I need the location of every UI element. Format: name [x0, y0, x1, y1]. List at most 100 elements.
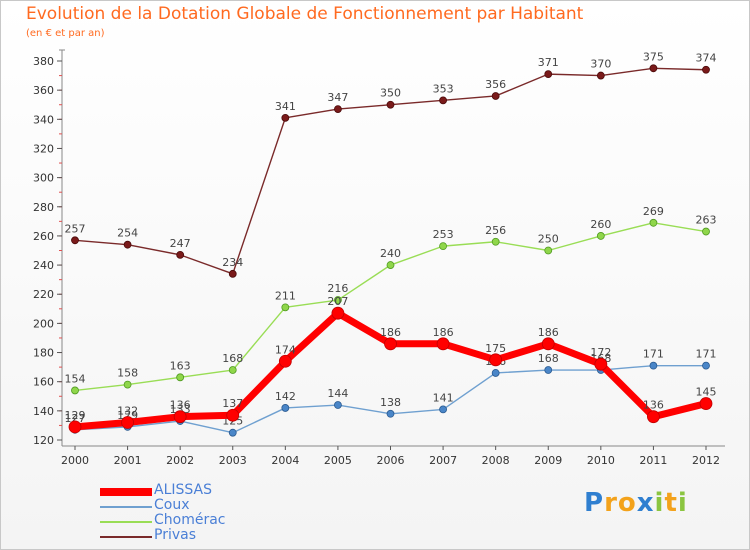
data-label-chomrac: 216: [327, 282, 348, 295]
data-point-alissas: [331, 306, 345, 320]
data-label-chomrac: 154: [65, 372, 86, 385]
data-label-chomrac: 260: [590, 218, 611, 231]
data-point-privas: [491, 92, 500, 100]
data-label-privas: 254: [117, 227, 138, 240]
data-label-alissas: 132: [117, 405, 138, 418]
y-tick-label: 180: [33, 347, 54, 360]
data-label-alissas: 207: [327, 295, 348, 308]
data-label-privas: 350: [380, 87, 401, 100]
x-tick-label: 2012: [692, 454, 720, 467]
data-label-privas: 347: [327, 91, 348, 104]
data-point-privas: [123, 240, 132, 249]
data-point-alissas: [436, 337, 450, 351]
legend-label: Chomérac: [154, 512, 226, 528]
data-label-coux: 171: [643, 348, 664, 361]
data-point-alissas: [594, 357, 608, 371]
y-tick-label: 140: [33, 405, 54, 418]
data-point-privas: [649, 64, 658, 73]
data-point-coux: [649, 361, 658, 370]
data-point-chomrac: [439, 242, 447, 251]
data-label-coux: 168: [538, 352, 559, 365]
data-point-chomrac: [123, 380, 132, 389]
data-label-privas: 371: [538, 56, 559, 69]
data-point-alissas: [384, 337, 397, 351]
x-tick-label: 2003: [219, 454, 247, 467]
legend-label: Coux: [154, 497, 190, 513]
data-label-coux: 138: [380, 396, 401, 409]
data-point-chomrac: [702, 227, 710, 236]
data-label-chomrac: 250: [538, 233, 559, 246]
logo-letter: x: [636, 488, 655, 518]
data-label-chomrac: 163: [170, 359, 191, 372]
data-label-alissas: 136: [170, 399, 191, 412]
data-point-chomrac: [71, 386, 79, 395]
data-label-privas: 374: [696, 52, 717, 65]
data-point-privas: [702, 65, 710, 74]
data-point-alissas: [541, 337, 555, 351]
legend-label: Privas: [154, 527, 196, 543]
y-tick-label: 300: [33, 172, 54, 185]
y-tick-label: 200: [33, 317, 54, 330]
data-point-chomrac: [176, 373, 185, 382]
data-point-privas: [71, 236, 79, 245]
logo-letter: P: [584, 488, 605, 518]
x-tick-label: 2002: [166, 454, 194, 467]
data-label-privas: 370: [590, 58, 611, 71]
data-label-alissas: 175: [485, 342, 506, 355]
y-tick-label: 280: [33, 201, 54, 214]
data-point-privas: [439, 96, 447, 105]
chart-title: Evolution de la Dotation Globale de Fonc…: [26, 4, 584, 24]
y-tick-label: 160: [33, 376, 54, 389]
data-point-alissas: [489, 353, 503, 367]
y-tick-label: 260: [33, 230, 54, 243]
data-label-chomrac: 211: [275, 289, 296, 302]
data-point-alissas: [278, 354, 292, 368]
data-point-chomrac: [491, 237, 500, 246]
data-point-alissas: [121, 416, 134, 429]
data-point-chomrac: [386, 261, 395, 269]
x-tick-label: 2004: [271, 454, 299, 467]
data-label-coux: 171: [696, 348, 717, 361]
logo-letter: i: [654, 488, 665, 518]
data-label-privas: 356: [485, 78, 506, 91]
data-label-privas: 247: [170, 237, 191, 250]
y-tick-label: 360: [33, 84, 54, 97]
data-point-coux: [281, 404, 290, 412]
logo-letter: i: [677, 488, 688, 518]
data-label-alissas: 174: [275, 343, 296, 356]
x-tick-label: 2009: [534, 454, 562, 467]
data-label-chomrac: 240: [380, 247, 401, 260]
data-label-privas: 234: [222, 256, 243, 269]
x-tick-label: 2010: [587, 454, 615, 467]
data-point-chomrac: [228, 366, 237, 374]
data-label-coux: 142: [275, 390, 296, 403]
data-point-privas: [281, 113, 290, 122]
logo-letter: r: [604, 488, 618, 518]
data-point-alissas: [68, 420, 82, 434]
data-point-privas: [386, 100, 395, 109]
data-label-coux: 127: [65, 412, 86, 425]
data-point-privas: [334, 105, 342, 114]
data-label-chomrac: 269: [643, 205, 664, 218]
data-label-chomrac: 158: [117, 367, 138, 380]
data-point-coux: [702, 361, 710, 370]
data-label-coux: 144: [327, 387, 348, 400]
legend-swatch: [100, 488, 152, 496]
x-tick-label: 2008: [482, 454, 510, 467]
logo-letter: t: [664, 488, 678, 518]
data-label-alissas: 137: [222, 397, 243, 410]
data-label-alissas: 129: [65, 409, 86, 422]
data-point-alissas: [173, 410, 187, 424]
legend-swatch: [100, 506, 152, 508]
data-point-chomrac: [334, 296, 342, 304]
data-point-alissas: [226, 408, 240, 422]
data-point-coux: [228, 428, 237, 437]
data-label-chomrac: 256: [485, 224, 506, 237]
y-tick-label: 340: [33, 113, 54, 126]
y-tick-label: 220: [33, 288, 54, 301]
data-label-alissas: 186: [538, 326, 559, 339]
legend-swatch: [100, 536, 152, 538]
data-point-coux: [439, 405, 447, 414]
data-point-coux: [544, 366, 553, 374]
chart-subtitle: (en € et par an): [26, 28, 105, 39]
